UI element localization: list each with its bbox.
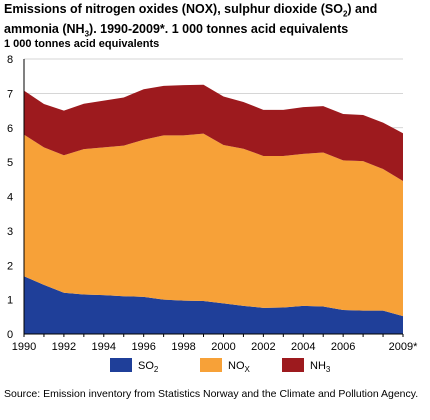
y-tick-label: 4 xyxy=(7,192,13,204)
y-tick-label: 1 xyxy=(7,295,13,307)
legend-swatch xyxy=(282,358,304,372)
x-tick-label: 1994 xyxy=(92,341,116,353)
y-tick-label: 5 xyxy=(7,157,13,169)
x-tick-label: 1990 xyxy=(12,341,36,353)
x-tick-label: 1996 xyxy=(131,341,155,353)
y-tick-label: 7 xyxy=(7,88,13,100)
x-tick-label: 2009* xyxy=(389,341,418,353)
legend-swatch xyxy=(110,358,132,372)
source-note: Source: Emission inventory from Statisti… xyxy=(4,388,419,400)
x-tick-label: 1998 xyxy=(171,341,195,353)
x-tick-label: 2006 xyxy=(331,341,355,353)
x-tick-labels: 1990 1992 1994 1996 1998 2000 2002 2004 2006 2009… xyxy=(12,341,418,353)
chart-title: Emissions of nitrogen oxides (NOX), sulp… xyxy=(4,2,378,38)
area-nox xyxy=(24,133,403,317)
x-tick-label: 2004 xyxy=(291,341,315,353)
legend-label: NH3 xyxy=(310,360,331,374)
axes xyxy=(23,59,404,337)
x-tick-label: 2002 xyxy=(251,341,275,353)
y-axis-label: 1 000 tonnes acid equivalents xyxy=(4,38,160,50)
legend-label: SO2 xyxy=(138,360,159,374)
legend-item-nh3: NH3 xyxy=(282,358,331,374)
y-tick-label: 3 xyxy=(7,226,13,238)
y-tick-label: 2 xyxy=(7,260,13,272)
y-tick-labels: 0 1 2 3 4 5 6 7 8 xyxy=(7,54,13,341)
x-tick-label: 1992 xyxy=(52,341,76,353)
legend-label: NOX xyxy=(228,360,251,374)
legend: SO2 NOX NH3 xyxy=(110,358,331,374)
area-series xyxy=(24,84,403,334)
y-tick-label: 8 xyxy=(7,54,13,66)
x-tick-label: 2000 xyxy=(211,341,235,353)
legend-item-so2: SO2 xyxy=(110,358,159,374)
y-tick-label: 0 xyxy=(7,329,13,341)
legend-swatch xyxy=(200,358,222,372)
y-tick-label: 6 xyxy=(7,123,13,135)
area-so2 xyxy=(24,276,403,334)
area-nh3 xyxy=(24,84,403,182)
legend-item-nox: NOX xyxy=(200,358,251,374)
